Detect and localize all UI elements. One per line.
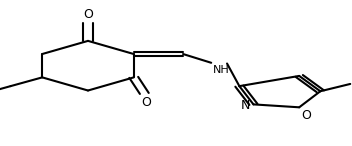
Text: O: O: [83, 8, 93, 21]
Text: NH: NH: [213, 65, 230, 75]
Text: N: N: [240, 99, 250, 112]
Text: O: O: [301, 109, 311, 122]
Text: O: O: [141, 96, 151, 109]
